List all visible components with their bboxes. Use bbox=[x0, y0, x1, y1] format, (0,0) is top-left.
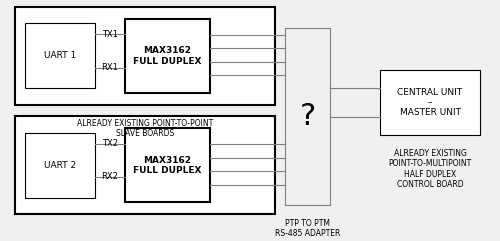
Text: PTP TO PTM
RS-485 ADAPTER: PTP TO PTM RS-485 ADAPTER bbox=[275, 219, 340, 238]
Text: RX2: RX2 bbox=[102, 173, 118, 181]
FancyBboxPatch shape bbox=[15, 7, 275, 105]
Text: RX1: RX1 bbox=[102, 63, 118, 72]
FancyBboxPatch shape bbox=[25, 23, 95, 88]
Text: ?: ? bbox=[300, 102, 316, 131]
Text: MAX3162
FULL DUPLEX: MAX3162 FULL DUPLEX bbox=[133, 46, 202, 66]
Text: ALREADY EXISTING
POINT-TO-MULTIPOINT
HALF DUPLEX
CONTROL BOARD: ALREADY EXISTING POINT-TO-MULTIPOINT HAL… bbox=[388, 149, 471, 189]
Text: UART 1: UART 1 bbox=[44, 51, 76, 60]
Text: UART 2: UART 2 bbox=[44, 161, 76, 170]
FancyBboxPatch shape bbox=[125, 128, 210, 202]
Text: ALREADY EXISTING POINT-TO-POINT
SLAVE BOARDS: ALREADY EXISTING POINT-TO-POINT SLAVE BO… bbox=[77, 119, 213, 138]
FancyBboxPatch shape bbox=[25, 133, 95, 198]
Text: CENTRAL UNIT
–
MASTER UNIT: CENTRAL UNIT – MASTER UNIT bbox=[398, 87, 462, 117]
FancyBboxPatch shape bbox=[380, 70, 480, 135]
Text: TX2: TX2 bbox=[102, 139, 118, 148]
Text: TX1: TX1 bbox=[102, 30, 118, 39]
FancyBboxPatch shape bbox=[285, 28, 330, 205]
Text: MAX3162
FULL DUPLEX: MAX3162 FULL DUPLEX bbox=[133, 155, 202, 175]
FancyBboxPatch shape bbox=[125, 19, 210, 93]
FancyBboxPatch shape bbox=[15, 116, 275, 214]
